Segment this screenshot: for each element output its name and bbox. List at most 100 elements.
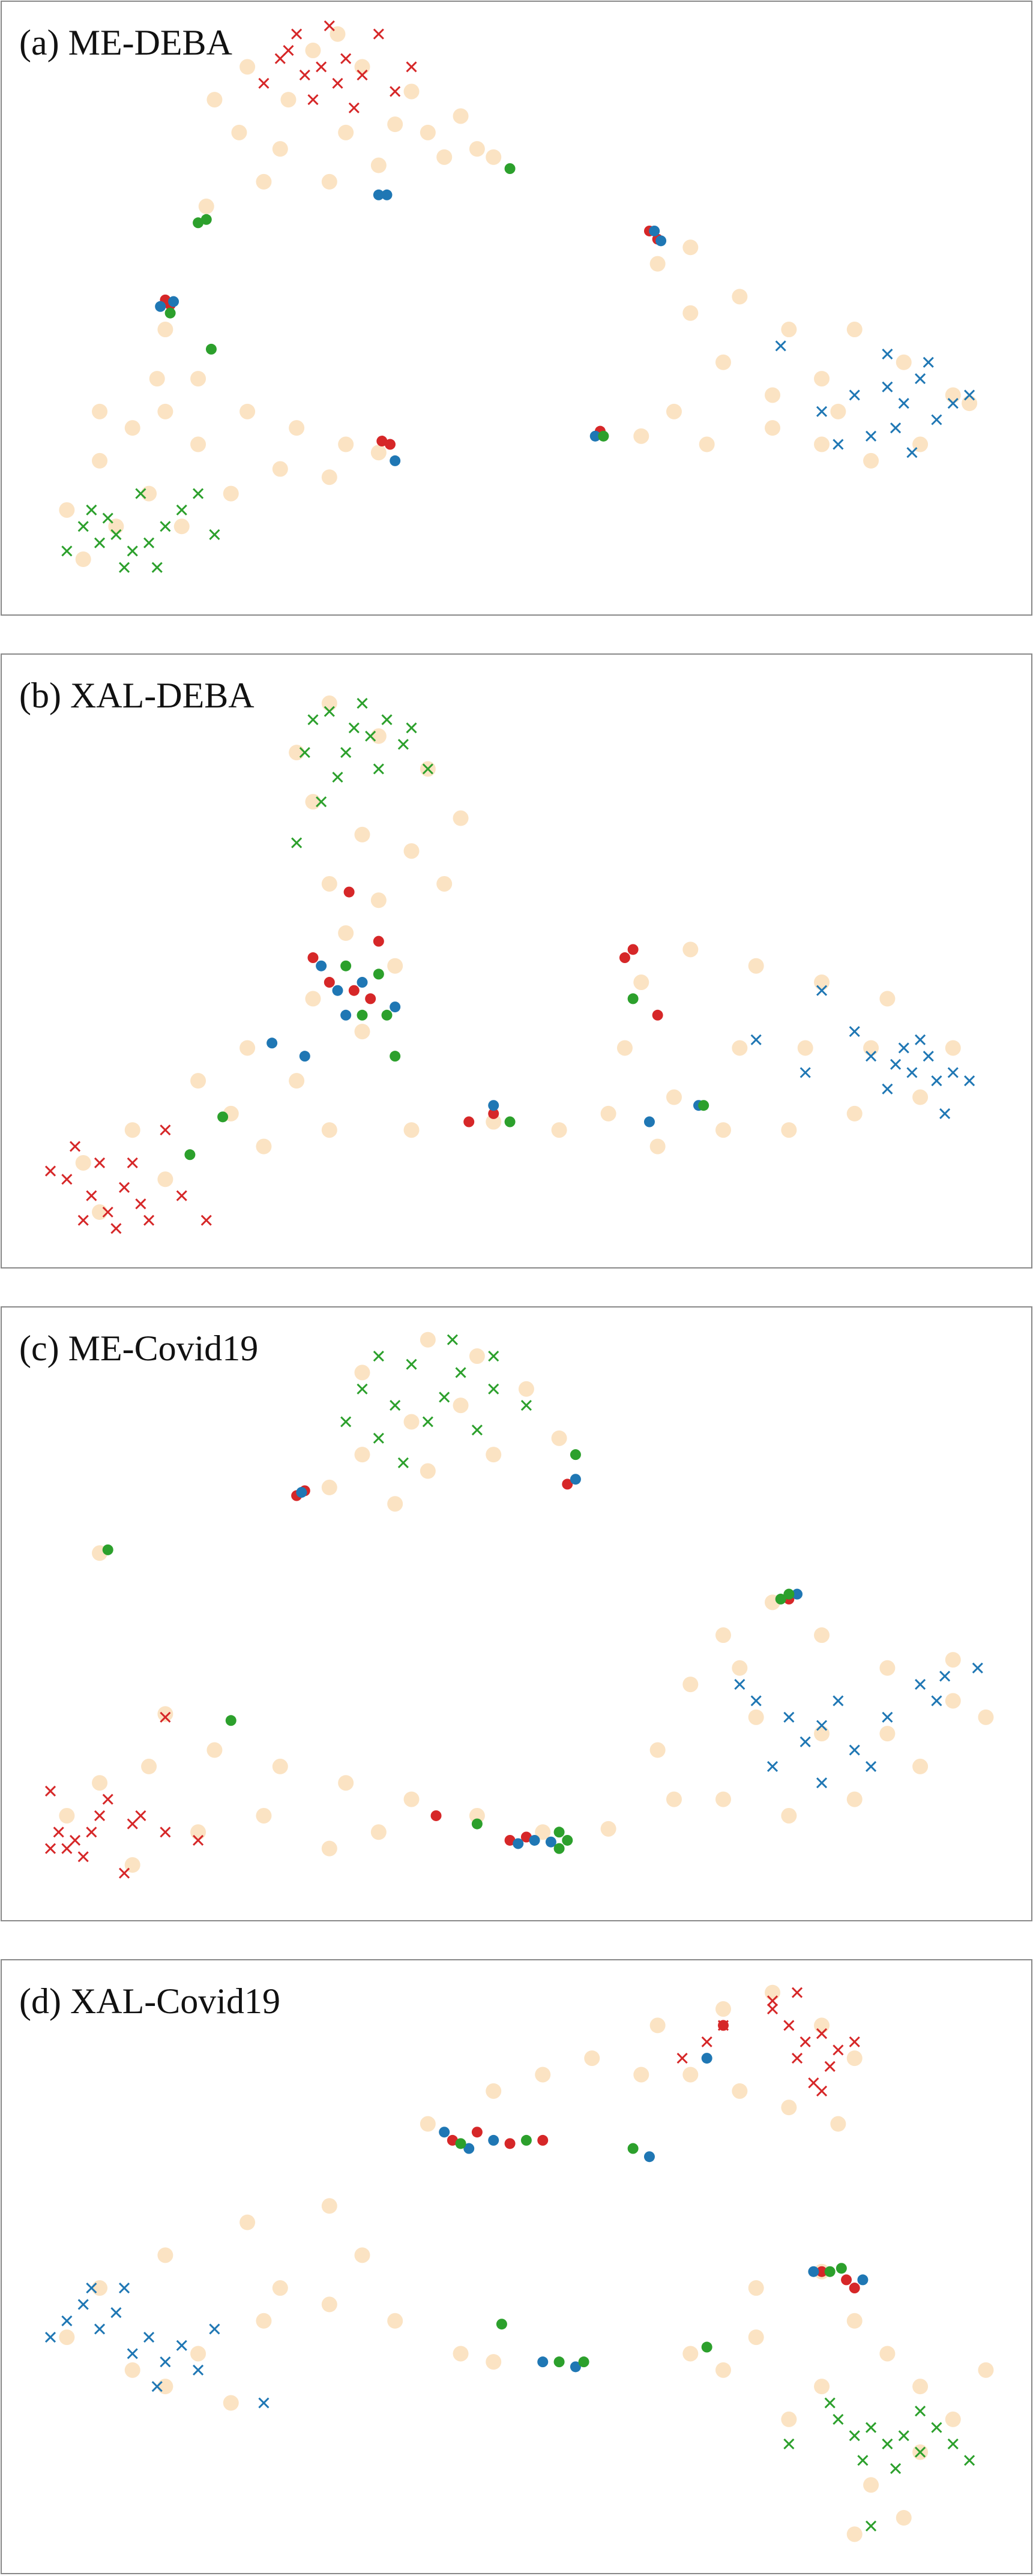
background-point xyxy=(92,2280,108,2296)
cross-point xyxy=(939,1671,951,1682)
background-point xyxy=(420,2116,436,2132)
dot-point xyxy=(381,189,393,200)
cross-point xyxy=(947,2438,959,2449)
background-point xyxy=(846,1791,863,1807)
dot-point xyxy=(373,935,384,947)
background-point xyxy=(157,1706,173,1722)
cross-point xyxy=(94,2323,106,2335)
cross-point xyxy=(373,1350,384,1362)
dot-point xyxy=(384,439,396,450)
background-point xyxy=(321,469,337,485)
panel: (c) ME-Covid19 xyxy=(1,1306,1032,1921)
background-point xyxy=(280,92,297,108)
background-point xyxy=(157,1171,173,1187)
dot-point xyxy=(390,455,401,466)
background-point xyxy=(370,1824,387,1840)
background-point xyxy=(272,1758,288,1774)
background-point xyxy=(190,1824,206,1840)
cross-point xyxy=(906,447,918,458)
background-point xyxy=(781,2100,797,2116)
dot-point xyxy=(381,1009,393,1021)
cross-point xyxy=(324,20,335,32)
cross-point xyxy=(906,1067,918,1078)
dot-point xyxy=(307,952,319,964)
background-point xyxy=(436,875,453,892)
cross-point xyxy=(299,747,310,758)
dot-point xyxy=(698,1100,709,1111)
background-point xyxy=(666,403,682,419)
dot-point xyxy=(200,214,212,225)
background-point xyxy=(92,1204,108,1220)
cross-point xyxy=(882,2438,893,2449)
cross-point xyxy=(127,2348,138,2359)
cross-point xyxy=(882,381,893,392)
cross-point xyxy=(849,1026,860,1037)
dot-point xyxy=(340,1009,352,1021)
cross-point xyxy=(816,2085,828,2097)
background-point xyxy=(420,124,436,140)
dot-point xyxy=(627,2143,639,2154)
background-point xyxy=(814,2017,830,2034)
dot-point xyxy=(332,985,343,996)
cross-point xyxy=(77,1851,89,1863)
background-point xyxy=(633,974,649,991)
background-point xyxy=(945,387,961,403)
cross-point xyxy=(915,1679,926,1690)
background-point xyxy=(863,2477,879,2493)
background-point xyxy=(453,810,469,826)
background-point xyxy=(305,991,321,1007)
background-point xyxy=(846,2050,863,2067)
cross-point xyxy=(381,714,393,725)
cross-point xyxy=(890,2463,902,2475)
background-point xyxy=(231,124,247,140)
dot-point xyxy=(488,1108,499,1119)
cross-point xyxy=(118,1181,130,1193)
cross-point xyxy=(357,1383,368,1395)
background-point xyxy=(846,2313,863,2329)
background-point xyxy=(797,1040,813,1056)
dot-point xyxy=(373,189,384,200)
cross-point xyxy=(316,61,327,73)
background-point xyxy=(92,452,108,469)
cross-point xyxy=(947,1067,959,1078)
cross-point xyxy=(357,70,368,81)
background-point xyxy=(354,1447,370,1463)
background-point xyxy=(486,1114,502,1130)
background-point xyxy=(765,420,781,436)
background-point xyxy=(157,322,173,338)
dot-point xyxy=(168,296,179,307)
background-point xyxy=(748,1709,764,1725)
cross-point xyxy=(69,1834,81,1846)
background-point xyxy=(830,403,846,419)
background-point xyxy=(272,2280,288,2296)
background-point xyxy=(699,436,715,452)
cross-point xyxy=(258,77,270,89)
background-point xyxy=(781,2411,797,2427)
cross-point xyxy=(923,1051,934,1062)
background-point xyxy=(239,1040,256,1056)
cross-point xyxy=(931,1695,942,1707)
dot-point xyxy=(841,2274,852,2286)
dot-point xyxy=(357,977,368,988)
cross-point xyxy=(488,1350,499,1362)
cross-point xyxy=(947,398,959,409)
dot-point xyxy=(471,1818,483,1830)
cross-point xyxy=(299,70,310,81)
cross-point xyxy=(332,77,343,89)
cross-point xyxy=(340,53,352,64)
cross-point xyxy=(865,430,877,442)
background-point xyxy=(354,59,370,75)
background-point xyxy=(321,1479,337,1495)
background-point xyxy=(59,2329,75,2346)
cross-point xyxy=(800,2036,811,2047)
cross-point xyxy=(110,529,122,541)
dot-point xyxy=(267,1037,278,1049)
background-point xyxy=(420,1332,436,1348)
cross-point xyxy=(160,521,171,532)
dot-point xyxy=(357,1009,368,1021)
dot-point xyxy=(857,2274,869,2286)
cross-point xyxy=(783,2020,795,2031)
cross-point xyxy=(102,1206,113,1218)
cross-point xyxy=(915,2406,926,2417)
background-point xyxy=(157,2379,173,2395)
